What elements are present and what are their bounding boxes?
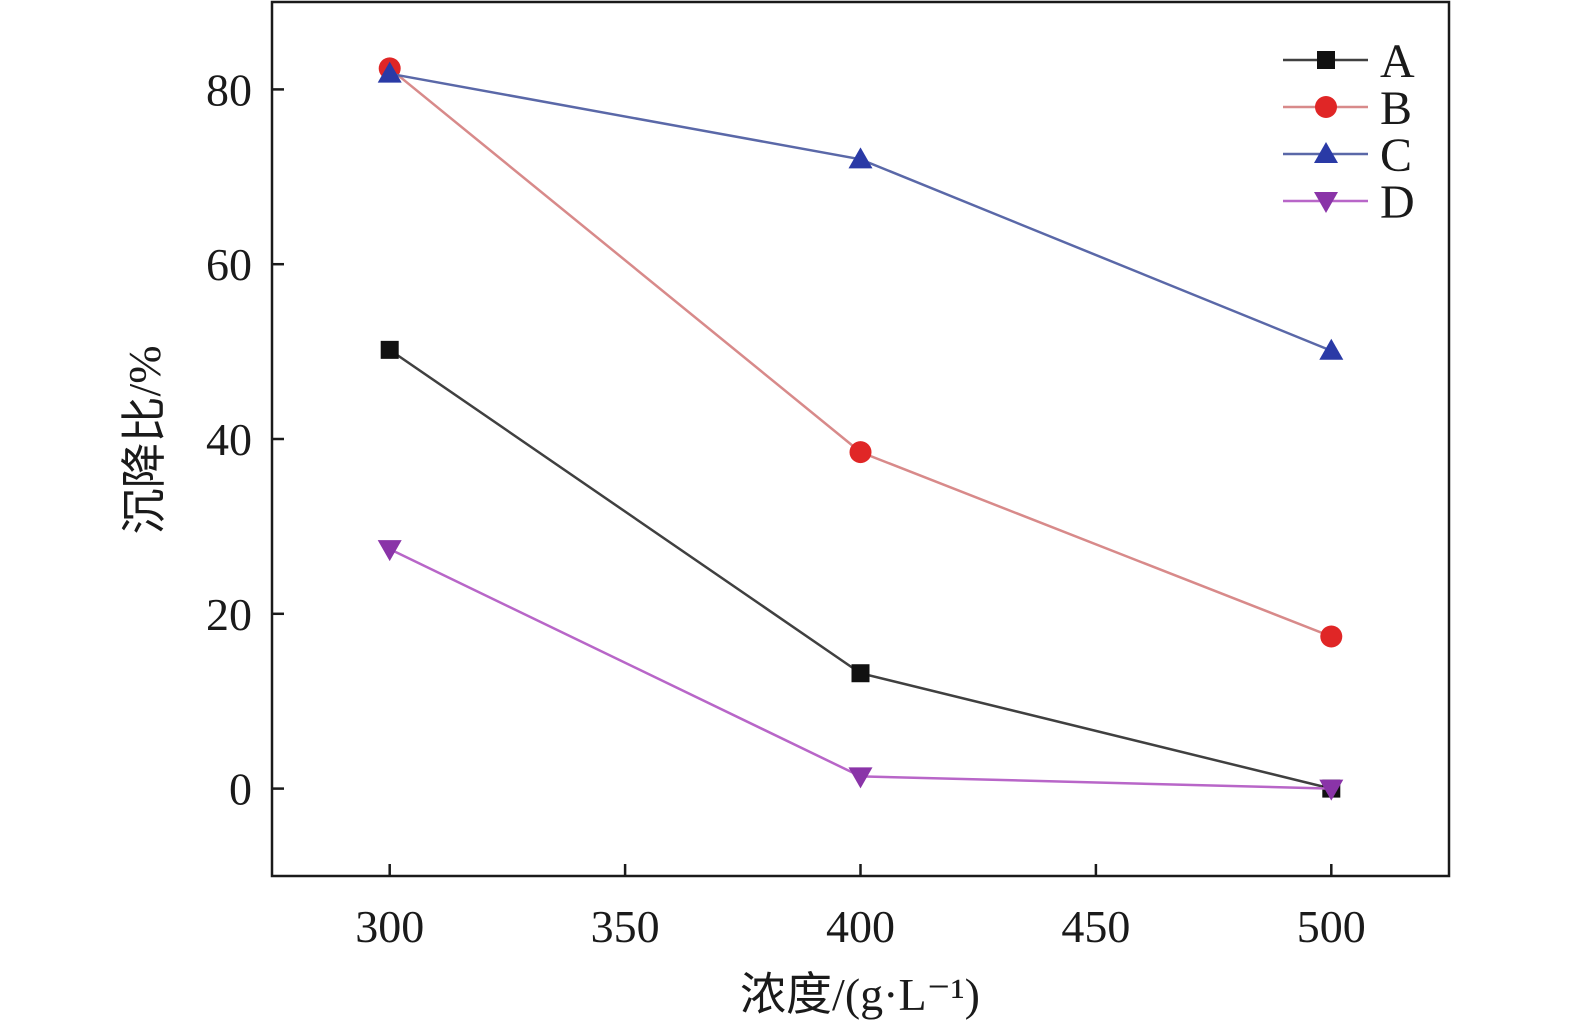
legend-marker bbox=[1317, 51, 1335, 69]
legend-item: A bbox=[1283, 35, 1415, 88]
data-point bbox=[377, 540, 402, 562]
legend-label: A bbox=[1380, 35, 1415, 88]
data-point bbox=[380, 340, 399, 359]
series-A bbox=[380, 340, 1341, 798]
legend-marker bbox=[1315, 96, 1337, 118]
legend-item: B bbox=[1283, 82, 1412, 135]
data-point bbox=[377, 61, 402, 83]
series-D bbox=[377, 540, 1344, 801]
y-axis-label: 沉降比/% bbox=[119, 345, 170, 534]
y-tick-label: 60 bbox=[206, 239, 252, 290]
series-line bbox=[388, 348, 1332, 790]
plot-frame bbox=[270, 0, 1451, 878]
x-tick-label: 350 bbox=[591, 901, 660, 952]
x-tick-label: 450 bbox=[1061, 901, 1130, 952]
y-tick-label: 40 bbox=[206, 414, 252, 465]
data-point bbox=[848, 147, 873, 169]
legend-item: D bbox=[1283, 176, 1415, 229]
data-point bbox=[848, 767, 873, 789]
legend-item: C bbox=[1283, 129, 1412, 182]
y-tick-label: 0 bbox=[229, 764, 252, 815]
data-point bbox=[849, 441, 872, 464]
legend-marker bbox=[1314, 142, 1338, 163]
legend-marker bbox=[1314, 192, 1338, 213]
legend-label: D bbox=[1380, 176, 1415, 229]
data-point bbox=[1319, 779, 1344, 801]
x-tick-label: 500 bbox=[1297, 901, 1366, 952]
data-point bbox=[1319, 338, 1344, 360]
x-axis-label: 浓度/(g·L⁻¹) bbox=[740, 969, 980, 1020]
y-tick-label: 20 bbox=[206, 589, 252, 640]
legend-label: C bbox=[1380, 129, 1412, 182]
y-tick-label: 80 bbox=[206, 64, 252, 115]
data-point bbox=[1320, 625, 1343, 648]
x-tick-label: 400 bbox=[826, 901, 895, 952]
x-tick-label: 300 bbox=[355, 901, 424, 952]
series-line bbox=[389, 72, 1332, 352]
data-point bbox=[851, 664, 870, 683]
series-C bbox=[377, 61, 1344, 360]
series-B bbox=[378, 57, 1343, 648]
legend-label: B bbox=[1380, 82, 1412, 135]
